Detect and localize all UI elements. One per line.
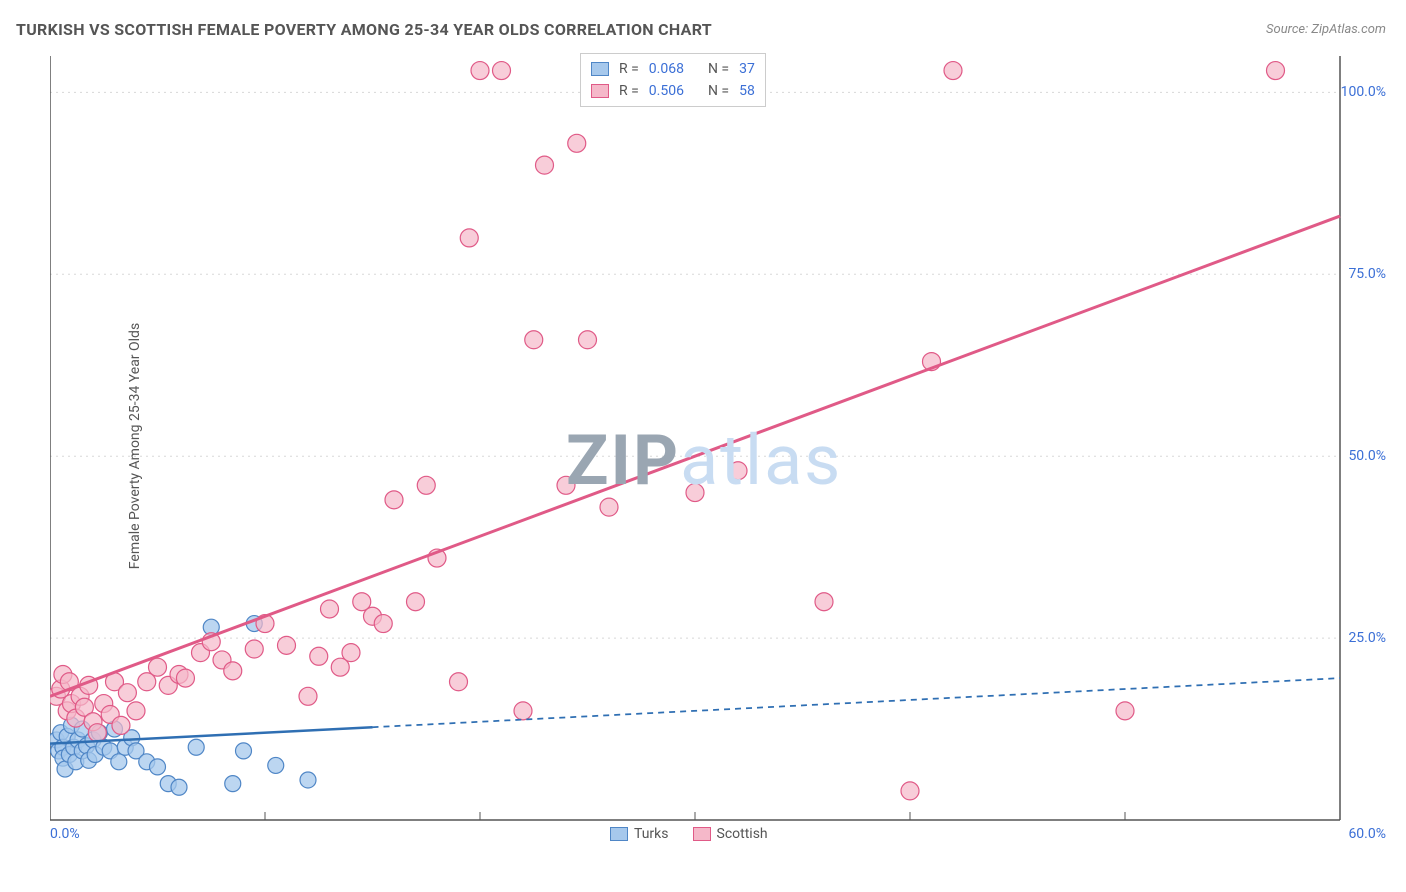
y-tick-label: 25.0% bbox=[1348, 630, 1386, 646]
chart-title: TURKISH VS SCOTTISH FEMALE POVERTY AMONG… bbox=[16, 20, 712, 39]
legend-swatch bbox=[591, 62, 609, 76]
legend-stats-row: R = 0.068 N = 37 bbox=[591, 58, 755, 80]
y-tick-label: 50.0% bbox=[1348, 448, 1386, 464]
legend-stats: R = 0.068 N = 37 R = 0.506 N = 58 bbox=[580, 53, 766, 107]
x-tick-label: 60.0% bbox=[1348, 826, 1386, 842]
legend-series-item: Scottish bbox=[693, 826, 768, 842]
legend-stats-row: R = 0.506 N = 58 bbox=[591, 80, 755, 102]
legend-stat-value: 58 bbox=[739, 83, 755, 99]
legend-stat-label: N = bbox=[708, 83, 729, 99]
legend-stat-label: R = bbox=[619, 83, 639, 99]
legend-stat-value: 0.068 bbox=[649, 61, 684, 77]
legend-stat-label: R = bbox=[619, 61, 639, 77]
x-tick-label: 0.0% bbox=[50, 826, 80, 842]
y-tick-label: 75.0% bbox=[1348, 266, 1386, 282]
chart-container: TURKISH VS SCOTTISH FEMALE POVERTY AMONG… bbox=[0, 0, 1406, 892]
legend-series: Turks Scottish bbox=[610, 826, 768, 842]
legend-swatch bbox=[591, 84, 609, 98]
legend-series-label: Turks bbox=[634, 826, 669, 842]
source-label: Source: ZipAtlas.com bbox=[1266, 22, 1386, 37]
plot-area: 25.0%50.0%75.0%100.0% 0.0%60.0% ZIPatlas… bbox=[50, 50, 1390, 840]
legend-stat-value: 37 bbox=[739, 61, 755, 77]
y-tick-label: 100.0% bbox=[1341, 84, 1386, 100]
legend-swatch bbox=[610, 827, 628, 841]
legend-stat-label: N = bbox=[708, 61, 729, 77]
scatter-svg bbox=[50, 50, 1390, 840]
legend-stat-value: 0.506 bbox=[649, 83, 684, 99]
legend-swatch bbox=[693, 827, 711, 841]
legend-series-item: Turks bbox=[610, 826, 669, 842]
legend-series-label: Scottish bbox=[717, 826, 768, 842]
